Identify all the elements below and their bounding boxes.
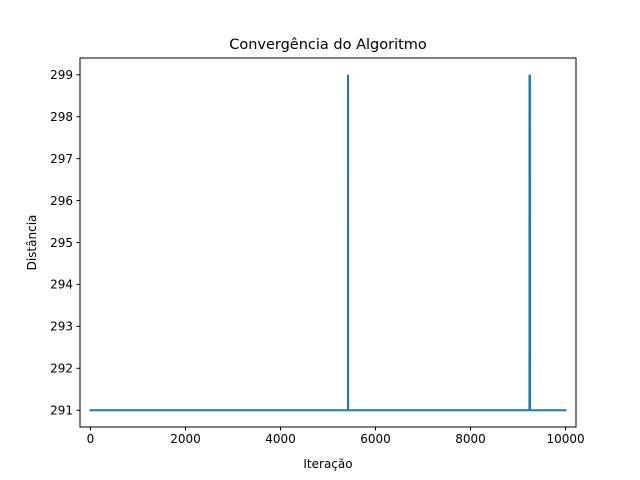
y-tick-label: 293 bbox=[50, 320, 73, 334]
y-tick-label: 298 bbox=[50, 110, 73, 124]
x-tick-label: 10000 bbox=[546, 432, 584, 446]
y-tick-label: 291 bbox=[50, 404, 73, 418]
series-line bbox=[89, 74, 567, 412]
y-tick-label: 292 bbox=[50, 362, 73, 376]
y-tick-label: 299 bbox=[50, 68, 73, 82]
y-axis: 291 292 293 294 295 296 297 298 299 bbox=[50, 68, 80, 418]
x-tick-label: 4000 bbox=[265, 432, 296, 446]
x-tick-label: 8000 bbox=[455, 432, 486, 446]
y-axis-label: Distância bbox=[25, 215, 39, 271]
y-tick-label: 294 bbox=[50, 278, 73, 292]
chart-title: Convergência do Algoritmo bbox=[229, 37, 427, 53]
x-tick-label: 6000 bbox=[360, 432, 391, 446]
x-tick-label: 2000 bbox=[170, 432, 201, 446]
x-tick-label: 0 bbox=[87, 432, 95, 446]
y-tick-label: 297 bbox=[50, 152, 73, 166]
x-axis: 0 2000 4000 6000 8000 10000 bbox=[87, 427, 585, 446]
x-axis-label: Iteração bbox=[303, 457, 352, 471]
y-tick-label: 296 bbox=[50, 194, 73, 208]
y-tick-label: 295 bbox=[50, 236, 73, 250]
series-layer bbox=[89, 74, 567, 412]
